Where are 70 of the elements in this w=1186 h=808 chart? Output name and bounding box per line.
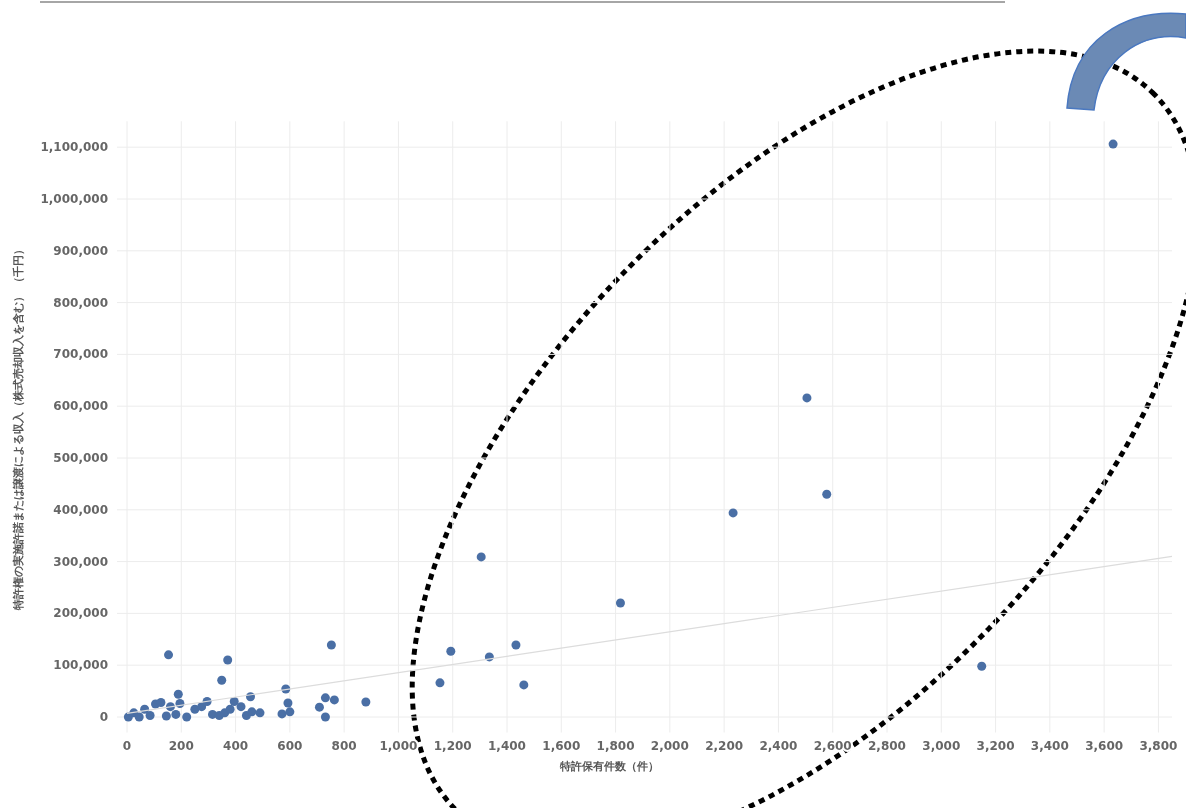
x-tick-label: 2,000 — [650, 739, 689, 753]
point — [1108, 139, 1118, 149]
point — [145, 710, 155, 720]
point — [217, 675, 227, 685]
point — [156, 698, 166, 707]
point — [361, 697, 371, 707]
x-tick-label: 3,400 — [1030, 739, 1069, 753]
point — [977, 661, 987, 671]
x-tick-label: 2,600 — [813, 739, 852, 753]
x-tick-label: 0 — [122, 739, 132, 753]
point — [247, 707, 257, 717]
point — [164, 650, 174, 660]
point — [285, 707, 295, 717]
x-tick-label: 1,800 — [596, 739, 635, 753]
x-tick-label: 3,200 — [976, 739, 1015, 753]
point — [329, 695, 339, 705]
point — [223, 655, 233, 665]
y-tick-label: 500,000 — [53, 451, 108, 465]
point — [435, 678, 445, 688]
y-tick-label: 700,000 — [53, 347, 108, 362]
point — [182, 712, 192, 722]
point — [225, 704, 235, 714]
point — [229, 696, 239, 706]
x-tick-label: 600 — [277, 739, 303, 753]
point — [171, 709, 181, 719]
point — [283, 698, 293, 708]
y-tick-label: 1,100,000 — [40, 140, 108, 155]
point — [615, 598, 625, 608]
x-tick-label: 2,200 — [705, 739, 744, 753]
x-tick-label: 1,000 — [379, 739, 418, 753]
x-tick-label: 800 — [331, 739, 357, 753]
point — [320, 712, 330, 722]
y-tick-label: 100,000 — [53, 658, 108, 673]
y-tick-label: 200,000 — [53, 606, 108, 621]
point — [236, 702, 246, 712]
x-tick-label: 200 — [168, 739, 194, 753]
point — [320, 693, 330, 703]
point — [314, 702, 324, 712]
x-tick-label: 1,600 — [542, 739, 581, 753]
y-tick-label: 800,000 — [53, 295, 108, 310]
x-tick-label: 1,200 — [433, 739, 472, 753]
point — [161, 711, 171, 721]
point — [822, 489, 832, 499]
y-tick-label: 600,000 — [53, 399, 108, 414]
point — [326, 640, 336, 650]
point — [511, 640, 521, 650]
point — [173, 689, 183, 699]
point — [446, 646, 456, 656]
y-tick-label: 300,000 — [53, 554, 108, 569]
point — [728, 508, 738, 518]
y-tick-label: 1,000,000 — [40, 192, 108, 206]
y-tick-label: 900,000 — [53, 243, 108, 258]
x-tick-label: 400 — [223, 739, 249, 753]
x-axis-title: 特許保有件数（件） — [559, 760, 659, 773]
x-tick-label: 3,800 — [1139, 739, 1178, 753]
y-tick-label: 0 — [99, 710, 108, 724]
x-tick-label: 3,000 — [922, 739, 961, 753]
point — [190, 704, 200, 714]
point — [277, 709, 287, 719]
x-tick-label: 2,400 — [759, 739, 798, 753]
y-tick-label: 400,000 — [53, 502, 108, 517]
x-tick-label: 1,400 — [488, 739, 526, 753]
point — [519, 680, 529, 690]
x-tick-label: 3,600 — [1085, 739, 1124, 753]
x-tick-label: 2,800 — [868, 739, 906, 753]
point — [802, 393, 812, 403]
point — [255, 708, 265, 718]
point — [476, 552, 486, 562]
point — [134, 712, 144, 722]
y-axis-title: 特許権の実施許諾または譲渡による収入（株式売却収入を含む） （千円） — [12, 243, 25, 612]
